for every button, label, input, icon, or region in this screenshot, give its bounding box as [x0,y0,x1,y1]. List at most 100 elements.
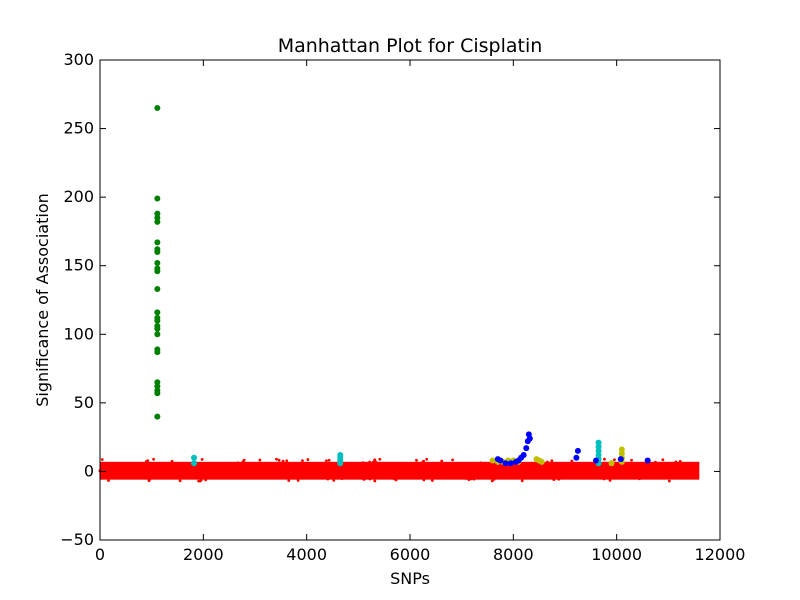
baseline-point [269,462,272,466]
baseline-point [129,471,132,475]
baseline-point [152,457,155,461]
baseline-point [550,459,554,463]
baseline-point [208,465,212,468]
data-point [154,383,161,390]
baseline-point [674,466,678,470]
baseline-point [327,458,331,462]
baseline-point [256,474,260,478]
baseline-point [368,460,372,464]
baseline-point [301,459,304,463]
baseline-point [198,479,202,483]
baseline-point [440,459,444,463]
baseline-point [162,468,166,472]
baseline-point [455,476,459,480]
baseline-point [678,460,682,463]
y-tick-label: 200 [63,187,94,206]
baseline-point [630,472,634,475]
baseline-point [304,470,308,474]
baseline-point [650,466,653,469]
baseline-point [661,458,665,462]
baseline-point [266,468,269,472]
baseline-point [397,474,401,478]
data-point [154,390,161,397]
data-point [595,451,602,458]
baseline-point [134,463,138,467]
baseline-point [372,467,375,471]
data-point [617,456,624,463]
baseline-point [247,474,250,478]
baseline-point [570,459,574,463]
data-point [595,439,602,446]
baseline-point [677,462,681,465]
baseline-point [373,479,377,483]
data-point [593,457,599,464]
baseline-point [285,461,289,465]
baseline-point [144,460,148,464]
baseline-point [242,463,246,467]
baseline-point [420,473,424,477]
baseline-point [102,471,106,475]
baseline-point [100,458,104,461]
baseline-point [178,479,182,483]
baseline-point [357,464,361,468]
baseline-point [469,477,473,481]
baseline-point [450,465,453,468]
baseline-point [235,475,239,479]
baseline-point [176,472,180,476]
baseline-point [414,468,418,471]
baseline-point [127,470,130,474]
baseline-point [210,472,214,476]
baseline-point [557,477,561,481]
baseline-point [292,471,296,475]
baseline-point [349,467,353,471]
baseline-point [479,461,483,465]
data-point [154,239,161,246]
baseline-point [493,476,497,480]
baseline-point [365,474,369,478]
plot-area [98,105,700,483]
baseline-point [501,476,505,479]
baseline-point [200,462,204,465]
baseline-point [584,463,587,466]
baseline-point [341,474,345,478]
baseline-point [478,470,482,474]
baseline-point [167,474,171,478]
baseline-point [656,474,660,478]
baseline-point [618,470,622,474]
baseline-point [548,462,552,466]
baseline-point [236,461,240,465]
y-tick-label: 0 [84,461,94,480]
baseline-point [312,463,316,467]
baseline-point [641,464,645,468]
baseline-point [349,474,353,478]
baseline-point [613,458,616,462]
baseline-point [467,470,471,473]
baseline-point [328,462,332,466]
data-point [526,435,533,442]
baseline-point [396,467,400,471]
baseline-point [671,472,674,476]
baseline-point [396,464,400,468]
baseline-point [433,461,437,465]
baseline-point [277,458,281,462]
baseline-point [432,467,435,470]
data-point [154,195,161,202]
data-point [154,259,161,266]
baseline-point [108,462,112,466]
baseline-point [103,463,107,466]
baseline-point [372,460,375,464]
baseline-point [375,476,379,479]
baseline-point [204,478,208,482]
baseline-point [361,468,365,472]
data-point [502,460,509,467]
baseline-point [264,466,268,470]
baseline-point [459,470,463,474]
baseline-point [236,465,240,469]
x-tick-label: 2000 [183,545,224,564]
baseline-point [305,464,309,467]
baseline-point [472,477,476,481]
baseline-point [415,470,418,474]
baseline-point [180,474,183,478]
baseline-point [566,464,569,468]
x-tick-label: 10000 [591,545,642,564]
